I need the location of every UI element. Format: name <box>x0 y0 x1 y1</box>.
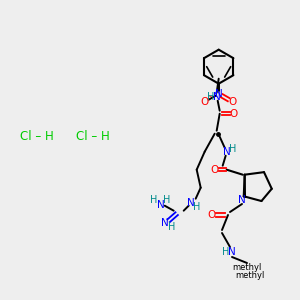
Text: N: N <box>238 195 246 205</box>
Text: H: H <box>150 195 158 205</box>
Text: N: N <box>187 198 195 208</box>
Text: N: N <box>161 218 169 228</box>
Text: methyl: methyl <box>232 263 262 272</box>
Text: Cl – H: Cl – H <box>76 130 110 143</box>
Text: H: H <box>207 92 214 102</box>
Text: N: N <box>215 89 223 99</box>
Text: H: H <box>222 247 230 257</box>
Text: O: O <box>208 210 216 220</box>
Text: O: O <box>229 97 237 107</box>
Text: N: N <box>213 92 220 102</box>
Text: H: H <box>168 222 176 232</box>
Text: methyl: methyl <box>235 271 265 280</box>
Text: H: H <box>163 195 170 205</box>
Text: H: H <box>193 202 200 212</box>
Text: H: H <box>229 144 236 154</box>
Text: O: O <box>230 109 238 119</box>
Text: O: O <box>211 165 219 175</box>
Text: N: N <box>157 200 165 210</box>
Text: O: O <box>201 97 209 107</box>
Text: N: N <box>228 247 236 257</box>
Text: Cl – H: Cl – H <box>20 130 54 143</box>
Text: -: - <box>208 92 211 101</box>
Text: N: N <box>223 147 231 157</box>
